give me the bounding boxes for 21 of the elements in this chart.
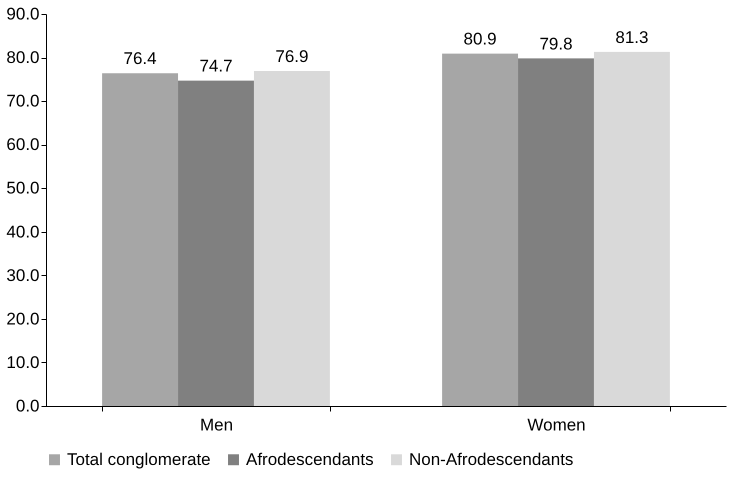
data-label: 74.7: [199, 56, 233, 76]
y-tick-label: 60.0: [6, 135, 40, 154]
legend-label: Total conglomerate: [67, 450, 211, 469]
x-tick-label: Women: [527, 416, 586, 434]
y-tick-label: 30.0: [6, 266, 40, 285]
data-label: 79.8: [539, 34, 573, 54]
y-tick-label: 70.0: [6, 92, 40, 111]
y-tick-label: 80.0: [6, 48, 40, 68]
data-label: 76.9: [275, 47, 308, 66]
x-tick-label: Men: [200, 416, 234, 434]
legend-label: Non-Afrodescendants: [409, 450, 574, 469]
data-label: 80.9: [464, 30, 497, 49]
data-label: 81.3: [615, 28, 648, 47]
legend-label: Afrodescendants: [246, 450, 374, 469]
y-tick-label: 40.0: [6, 222, 40, 242]
y-tick-label: 50.0: [6, 178, 40, 198]
y-tick-label: 20.0: [6, 309, 40, 328]
y-tick-label: 0.0: [16, 396, 40, 416]
y-tick-label: 10.0: [6, 352, 40, 372]
y-tick-label: 90.0: [6, 4, 40, 24]
data-label: 76.4: [124, 49, 157, 68]
